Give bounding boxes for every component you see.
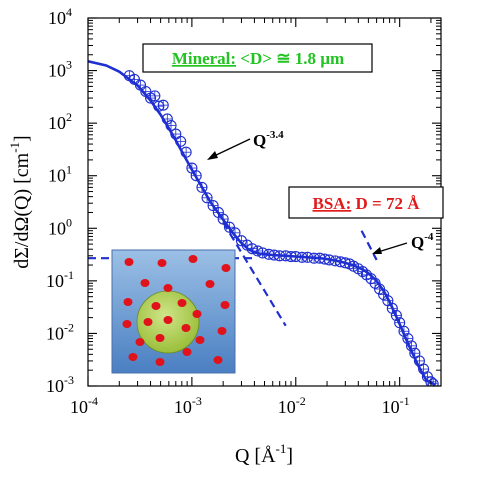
- protein-dot: [220, 301, 230, 309]
- mineral-value: <D> ≅ 1.8 µm: [236, 49, 344, 68]
- data-point: [207, 200, 219, 212]
- bsa-value: D = 72 Å: [351, 194, 420, 213]
- data-point: [190, 170, 202, 182]
- data-point: [165, 119, 177, 132]
- x-axis-label: Q [Å-1]: [235, 441, 293, 467]
- q34-arrow-shaft: [211, 138, 251, 158]
- mineral-label: Mineral:: [172, 49, 236, 68]
- protein-dot: [143, 318, 153, 326]
- y-tick-label: 10-2: [46, 320, 74, 343]
- protein-dot: [181, 324, 191, 332]
- axis-ticks: [87, 17, 441, 387]
- x-tick-label: 10-3: [174, 394, 202, 417]
- protein-dot: [195, 336, 205, 344]
- q34-arrow-head: [207, 151, 218, 160]
- inset-illustration: [111, 249, 236, 374]
- q4-arrow-head: [372, 247, 382, 254]
- protein-dot: [155, 334, 165, 342]
- q4-exp: -4: [424, 231, 434, 243]
- data-point: [229, 227, 241, 239]
- protein-dot: [163, 284, 173, 292]
- protein-dot: [128, 353, 138, 361]
- data-point: [390, 309, 402, 321]
- y-tick-label: 102: [48, 110, 72, 133]
- protein-dot: [213, 356, 223, 364]
- q4-text: Q: [411, 233, 424, 252]
- data-point: [427, 378, 439, 386]
- x-tick-label: 10-2: [278, 394, 306, 417]
- bsa-label: BSA:: [313, 194, 352, 213]
- protein-dot: [205, 280, 215, 288]
- tick-labels: 10-4 10-3 10-2 10-110-310-210-1100101102103…: [46, 5, 410, 417]
- mineral-label-box: [142, 43, 373, 73]
- svg-text:Q-4: Q-4: [411, 231, 434, 252]
- data-point: [402, 332, 414, 345]
- q34-exp: -3.4: [266, 129, 284, 141]
- data-point: [186, 162, 198, 174]
- y-tick-label: 10-1: [46, 268, 74, 291]
- data-point: [170, 128, 182, 140]
- protein-dot: [140, 279, 150, 287]
- protein-dot: [182, 348, 192, 356]
- data-point: [323, 254, 335, 266]
- protein-dot: [192, 310, 202, 318]
- protein-dot: [135, 338, 145, 346]
- measured-points-layer: [123, 70, 439, 386]
- data-point: [394, 317, 406, 329]
- protein-dot: [177, 299, 187, 307]
- bsa-label-box: [288, 186, 444, 219]
- data-point: [382, 295, 394, 307]
- x-tick-label: 10-1: [382, 394, 410, 417]
- protein-dot: [155, 358, 165, 366]
- protein-dot: [123, 298, 133, 306]
- x-tick-label: 10-4: [70, 394, 98, 417]
- svg-text:Q-3.4: Q-3.4: [253, 129, 284, 150]
- protein-dot: [217, 327, 227, 335]
- data-point: [140, 85, 152, 98]
- protein-dot: [124, 258, 134, 266]
- data-point: [175, 135, 187, 147]
- svg-text:Mineral: <D> ≅ 1.8 µm: Mineral: <D> ≅ 1.8 µm: [172, 49, 344, 68]
- data-point: [409, 347, 421, 359]
- protein-dot: [163, 316, 173, 324]
- y-tick-label: 103: [48, 58, 72, 81]
- data-point: [134, 79, 147, 91]
- data-point: [196, 181, 208, 193]
- q4-annotation: Q-4: [372, 231, 434, 254]
- data-point: [302, 251, 314, 263]
- data-point: [246, 243, 258, 255]
- q34-text: Q: [253, 131, 266, 150]
- y-tick-label: 100: [48, 215, 72, 238]
- data-point: [212, 206, 224, 219]
- porod-slope-line: [222, 221, 287, 327]
- data-point: [128, 73, 141, 85]
- y-tick-label: 101: [48, 163, 72, 186]
- data-point: [157, 99, 169, 111]
- mineral-annotation: Mineral: <D> ≅ 1.8 µm: [142, 43, 373, 73]
- data-point: [257, 247, 269, 259]
- protein-dot: [188, 255, 198, 263]
- data-point: [217, 213, 229, 225]
- data-point: [180, 146, 192, 158]
- protein-dot: [122, 320, 132, 328]
- bsa-slope-line: [360, 230, 378, 261]
- y-tick-label: 104: [48, 5, 72, 28]
- protein-dots: [122, 255, 231, 366]
- protein-dot: [151, 302, 161, 310]
- q34-annotation: Q-3.4: [207, 129, 284, 160]
- protein-dot: [221, 264, 231, 272]
- data-point: [149, 90, 161, 102]
- bsa-annotation: BSA: D = 72 Å: [288, 186, 444, 219]
- y-axis-label: dΣ/dΩ(Q) [cm-1]: [7, 135, 33, 268]
- y-tick-label: 10-3: [46, 373, 74, 396]
- data-point: [223, 221, 236, 233]
- q4-arrow-shaft: [377, 242, 408, 253]
- data-point: [201, 192, 213, 204]
- svg-text:BSA: D = 72 Å: BSA: D = 72 Å: [313, 194, 421, 213]
- data-point: [290, 250, 302, 263]
- data-point: [373, 283, 386, 295]
- protein-dot: [157, 259, 167, 267]
